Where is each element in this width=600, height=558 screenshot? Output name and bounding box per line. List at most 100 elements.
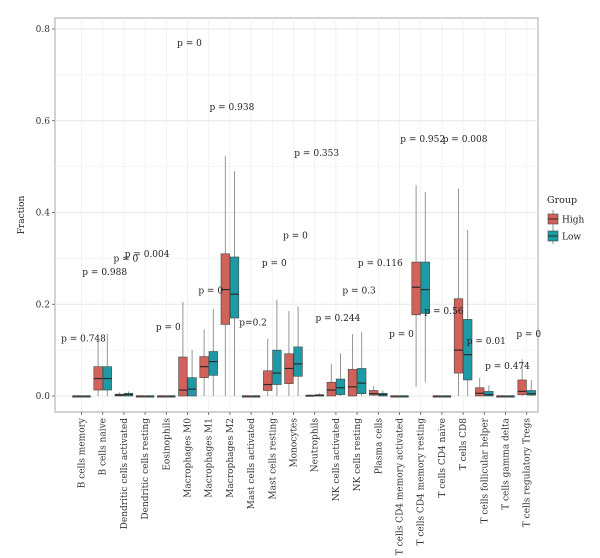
box-high xyxy=(411,184,421,387)
y-tick-label: 0.0 xyxy=(36,392,51,402)
p-value-label: p = 0 xyxy=(177,39,202,49)
box-low xyxy=(484,385,494,397)
y-tick-label: 0.4 xyxy=(36,209,51,219)
box-body xyxy=(326,381,336,397)
p-value-label: p = 0 xyxy=(156,323,181,333)
p-value-label: p = 0 xyxy=(198,286,223,296)
box-body xyxy=(484,391,494,397)
box-high xyxy=(453,188,464,396)
x-tick-label: T cells CD4 memory resting xyxy=(417,418,427,546)
box-high xyxy=(241,395,252,398)
box-body xyxy=(293,346,303,377)
legend: Group High Low xyxy=(547,195,584,244)
box-high xyxy=(199,329,209,396)
x-tick-label: Dendritic cells resting xyxy=(141,418,151,520)
box-low xyxy=(187,350,197,397)
box-body xyxy=(517,379,527,395)
box-low xyxy=(505,395,515,398)
x-tick-label: T cells CD4 naive xyxy=(438,418,448,498)
box-low xyxy=(145,395,155,398)
box-body xyxy=(369,390,379,396)
box-high xyxy=(432,395,442,398)
box-low xyxy=(166,395,176,398)
box-high xyxy=(157,395,167,398)
box-body xyxy=(272,349,282,385)
p-value-label: p = 0.952 xyxy=(400,135,445,145)
box-high xyxy=(475,377,485,397)
box-high xyxy=(369,385,379,396)
x-axis: B cells memory B cells naive Dendritic cel… xyxy=(78,412,533,555)
y-tick-label: 0.6 xyxy=(36,117,51,127)
p-value-label: p = 0.004 xyxy=(125,250,170,260)
p-value-label: p = 0.474 xyxy=(485,362,530,372)
box-low xyxy=(526,379,536,396)
box-low xyxy=(272,299,282,396)
p-value-label: p = 0.988 xyxy=(82,268,127,278)
box-low xyxy=(229,171,240,396)
box-low xyxy=(357,331,367,396)
box-high xyxy=(284,311,294,396)
x-tick-label: NK cells resting xyxy=(353,418,363,492)
box-low xyxy=(420,191,430,383)
box-body xyxy=(526,390,536,396)
p-value-label: p = 0 xyxy=(262,259,287,269)
x-tick-label: NK cells activated xyxy=(332,418,342,501)
box-low xyxy=(208,308,218,396)
box-body xyxy=(347,369,358,397)
box-body xyxy=(263,370,273,391)
x-tick-label: Monocytes xyxy=(290,418,300,468)
p-value-label: p=0.2 xyxy=(239,319,267,329)
box-high xyxy=(93,336,103,396)
box-low xyxy=(441,395,452,398)
p-value-label: p = 0.353 xyxy=(294,149,339,159)
p-value-label: p = 0.244 xyxy=(316,314,361,324)
x-tick-label: T cells follicular helper xyxy=(480,417,490,523)
p-value-label: p = 0 xyxy=(114,254,139,264)
box-body xyxy=(208,351,218,376)
box-body xyxy=(178,356,188,397)
p-value-label: p = 0.3 xyxy=(342,286,376,296)
p-value-label: p = 0.748 xyxy=(61,335,106,345)
legend-title: Group xyxy=(547,195,577,206)
p-value-label: p = 0 xyxy=(389,330,414,340)
box-low xyxy=(123,391,134,397)
box-low xyxy=(399,395,409,398)
box-body xyxy=(335,378,346,395)
legend-label-high: High xyxy=(562,216,584,226)
x-tick-label: T cells regulatory Tregs xyxy=(523,418,533,528)
box-low xyxy=(293,306,303,396)
y-axis: 0.0 0.2 0.4 0.6 0.8 xyxy=(36,25,55,402)
x-tick-label: Mast cells resting xyxy=(268,418,278,500)
x-tick-label: T cells CD8 xyxy=(459,418,469,471)
box-high xyxy=(263,338,273,396)
box-low xyxy=(102,334,112,396)
x-tick-label: Macrophages M0 xyxy=(184,418,194,498)
grid-lines xyxy=(55,18,538,412)
box-low xyxy=(463,229,473,396)
p-value-label: p = 0.008 xyxy=(443,135,488,145)
box-body xyxy=(229,256,240,319)
box-high xyxy=(496,395,506,398)
box-high xyxy=(390,395,400,398)
box-high xyxy=(72,395,82,398)
y-axis-title: Fraction xyxy=(17,195,27,234)
box-body xyxy=(463,319,473,381)
box-low xyxy=(81,395,91,398)
legend-label-low: Low xyxy=(562,233,581,243)
box-high xyxy=(305,394,315,397)
x-tick-label: B cells memory xyxy=(78,417,88,488)
x-tick-label: Macrophages M1 xyxy=(205,418,215,498)
p-value-label: p = 0 xyxy=(283,231,308,241)
p-value-label: p = 0.938 xyxy=(210,103,255,113)
p-value-label: p = 0.116 xyxy=(358,259,403,269)
box-high xyxy=(326,363,336,397)
box-high xyxy=(114,392,124,397)
box-body xyxy=(453,298,464,374)
box-low xyxy=(314,393,324,397)
box-body xyxy=(475,387,485,397)
p-value-label: p = 0 xyxy=(516,330,541,340)
x-tick-label: Mast cells activated xyxy=(247,418,257,510)
box-high xyxy=(178,301,188,397)
